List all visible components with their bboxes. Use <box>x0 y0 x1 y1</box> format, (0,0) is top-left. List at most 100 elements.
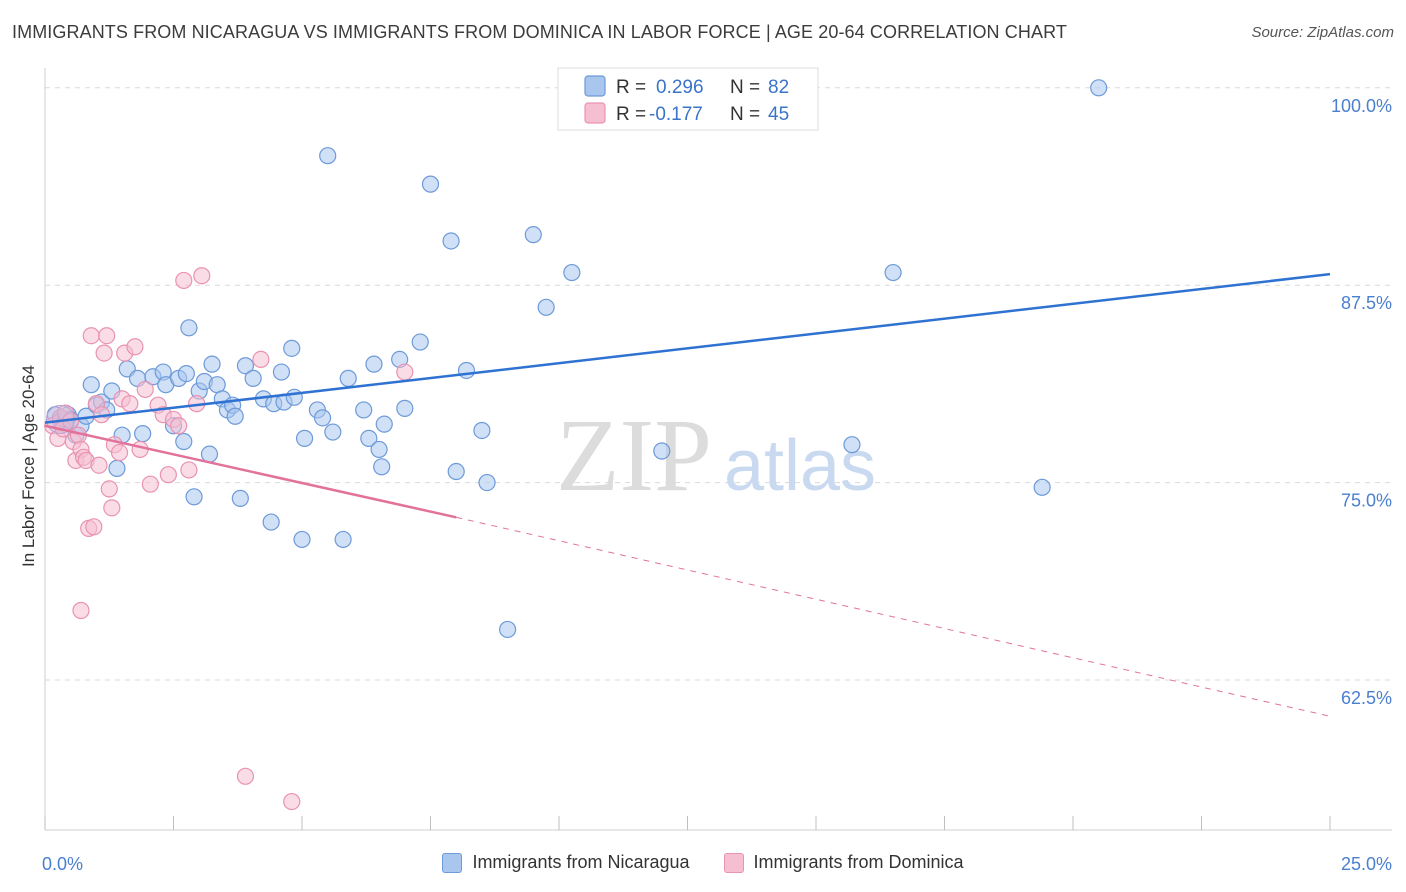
legend-n-value-2: 45 <box>768 104 789 125</box>
dominica-point-16 <box>90 456 108 474</box>
dominica-point-35 <box>175 271 193 290</box>
dominica-point-19 <box>98 327 116 345</box>
nicaragua-point-31 <box>208 376 226 394</box>
dominica-point-14 <box>85 518 103 536</box>
y-tick-label-1: 87.5% <box>1341 293 1392 313</box>
nicaragua-point-29 <box>200 445 219 463</box>
bottom-legend: Immigrants from Nicaragua Immigrants fro… <box>0 852 1406 873</box>
dominica-point-20 <box>100 480 118 498</box>
nicaragua-point-25 <box>180 319 198 337</box>
nicaragua-point-77 <box>1033 478 1051 496</box>
nicaragua-point-52 <box>334 530 352 549</box>
nicaragua-point-59 <box>375 415 393 433</box>
dominica-point-36 <box>180 461 198 479</box>
legend-r-value-1: 0.296 <box>656 77 704 98</box>
legend-r-value-2: -0.177 <box>649 104 703 125</box>
dominica-point-13 <box>82 327 100 345</box>
axes <box>44 68 1392 831</box>
nicaragua-point-78 <box>1090 79 1108 97</box>
watermark: ZIP atlas <box>556 398 876 513</box>
nicaragua-point-8 <box>82 376 100 394</box>
legend-swatch-nicaragua <box>584 75 606 97</box>
dominica-point-34 <box>170 417 188 435</box>
nicaragua-point-57 <box>370 440 388 459</box>
dominica-point-28 <box>136 380 154 399</box>
nicaragua-point-64 <box>442 232 460 250</box>
nicaragua-point-36 <box>231 489 249 507</box>
nicaragua-point-45 <box>285 388 303 406</box>
dominica-point-25 <box>121 395 139 413</box>
trend-line-2 <box>456 516 1331 717</box>
nicaragua-point-13 <box>108 459 126 477</box>
x-tick-labels: 0.0% 25.0% <box>42 854 1392 874</box>
bottom-legend-swatch-dominica <box>723 852 744 873</box>
bottom-legend-label-nicaragua: Immigrants from Nicaragua <box>472 852 690 872</box>
nicaragua-point-46 <box>293 530 311 549</box>
nicaragua-point-47 <box>295 429 314 447</box>
y-tick-label-2: 75.0% <box>1341 491 1392 511</box>
nicaragua-point-40 <box>262 513 280 531</box>
source-label: Source: ZipAtlas.com <box>1251 24 1394 41</box>
x-tick-label-0: 0.0% <box>42 854 83 874</box>
nicaragua-point-74 <box>653 442 671 460</box>
nicaragua-point-42 <box>272 363 291 381</box>
trend-lines <box>44 272 1331 717</box>
nicaragua-point-17 <box>134 425 152 443</box>
nicaragua-point-35 <box>226 407 244 425</box>
bottom-legend-label-dominica: Immigrants from Dominica <box>753 852 964 872</box>
nicaragua-point-61 <box>396 399 414 417</box>
dominica-point-43 <box>72 601 90 620</box>
dominica-point-21 <box>103 499 121 517</box>
nicaragua-point-55 <box>360 429 378 447</box>
y-tick-labels: 100.0% 87.5% 75.0% 62.5% <box>1331 96 1392 708</box>
dominica-point-40 <box>252 350 270 369</box>
nicaragua-point-63 <box>421 175 440 193</box>
trend-line-1 <box>44 424 457 519</box>
nicaragua-point-68 <box>478 473 496 492</box>
data-points <box>44 79 1108 811</box>
nicaragua-point-38 <box>244 369 262 387</box>
nicaragua-point-53 <box>339 369 357 387</box>
legend: R = 0.296 N = 82 R = -0.177 N = 45 <box>557 67 819 131</box>
bottom-legend-item-nicaragua: Immigrants from Nicaragua <box>442 852 690 873</box>
nicaragua-point-54 <box>355 401 373 419</box>
dominica-point-32 <box>159 466 177 484</box>
nicaragua-point-56 <box>365 355 383 373</box>
dominica-point-29 <box>141 475 159 493</box>
trend-line-0 <box>44 272 1331 424</box>
legend-r-label-1: R = <box>616 77 646 98</box>
nicaragua-point-26 <box>185 488 203 506</box>
nicaragua-point-30 <box>203 355 221 373</box>
watermark-zip: ZIP <box>556 398 712 513</box>
y-tick-label-0: 100.0% <box>1331 96 1392 116</box>
bottom-legend-swatch-nicaragua <box>442 852 463 873</box>
nicaragua-point-71 <box>537 298 555 316</box>
nicaragua-point-76 <box>884 263 902 282</box>
nicaragua-point-70 <box>524 226 542 244</box>
dominica-point-44 <box>110 443 129 462</box>
bottom-legend-item-dominica: Immigrants from Dominica <box>723 852 964 873</box>
legend-swatch-dominica <box>584 102 606 124</box>
dominica-point-26 <box>126 338 144 356</box>
chart-title: IMMIGRANTS FROM NICARAGUA VS IMMIGRANTS … <box>12 22 1067 42</box>
dominica-point-42 <box>396 363 414 381</box>
nicaragua-point-37 <box>236 357 255 375</box>
legend-n-value-1: 82 <box>768 77 789 98</box>
nicaragua-point-44 <box>283 339 301 357</box>
dominica-point-41 <box>283 792 301 811</box>
nicaragua-point-67 <box>473 421 491 440</box>
dominica-point-39 <box>236 767 255 785</box>
nicaragua-point-24 <box>177 365 195 383</box>
nicaragua-point-49 <box>313 409 332 427</box>
nicaragua-point-51 <box>324 423 342 441</box>
dominica-point-18 <box>95 344 113 362</box>
nicaragua-point-65 <box>447 462 465 481</box>
nicaragua-point-58 <box>373 458 391 476</box>
y-axis-label: In Labor Force | Age 20-64 <box>19 365 38 567</box>
dominica-point-38 <box>193 267 211 285</box>
nicaragua-point-75 <box>843 436 861 454</box>
legend-n-label-1: N = <box>730 77 760 98</box>
nicaragua-point-23 <box>175 432 193 451</box>
legend-r-label-2: R = <box>616 104 646 125</box>
